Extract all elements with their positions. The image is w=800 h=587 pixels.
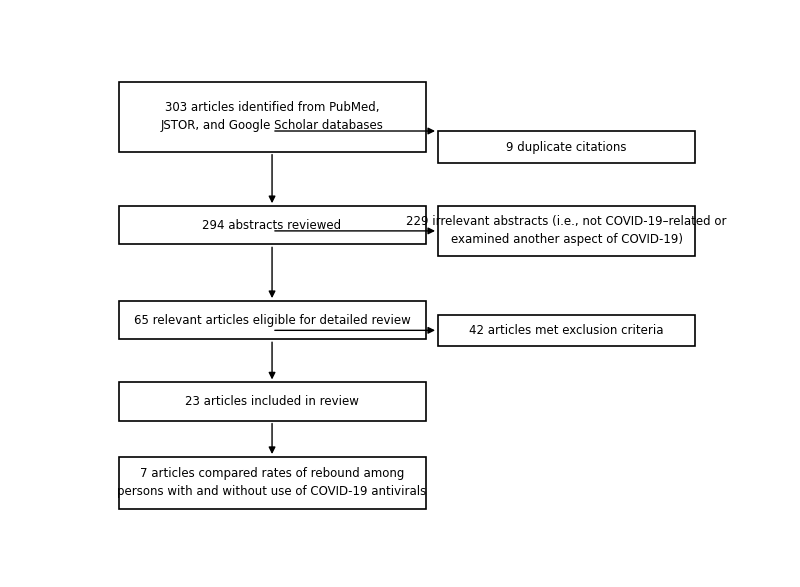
Text: 65 relevant articles eligible for detailed review: 65 relevant articles eligible for detail… [134,313,410,326]
Bar [438,131,695,163]
Text: 23 articles included in review: 23 articles included in review [185,395,359,408]
Bar [118,301,426,339]
Bar [438,315,695,346]
Bar [438,206,695,256]
Text: 42 articles met exclusion criteria: 42 articles met exclusion criteria [470,324,664,337]
Bar [118,82,426,152]
Bar [118,206,426,244]
Bar [118,382,426,421]
Text: 229 irrelevant abstracts (i.e., not COVID-19–related or
examined another aspect : 229 irrelevant abstracts (i.e., not COVI… [406,215,726,247]
Text: 7 articles compared rates of rebound among
persons with and without use of COVID: 7 articles compared rates of rebound amo… [118,467,426,498]
Text: 294 abstracts reviewed: 294 abstracts reviewed [202,219,342,232]
Bar [118,457,426,509]
Text: 9 duplicate citations: 9 duplicate citations [506,141,627,154]
Text: 303 articles identified from PubMed,
JSTOR, and Google Scholar databases: 303 articles identified from PubMed, JST… [161,102,383,132]
